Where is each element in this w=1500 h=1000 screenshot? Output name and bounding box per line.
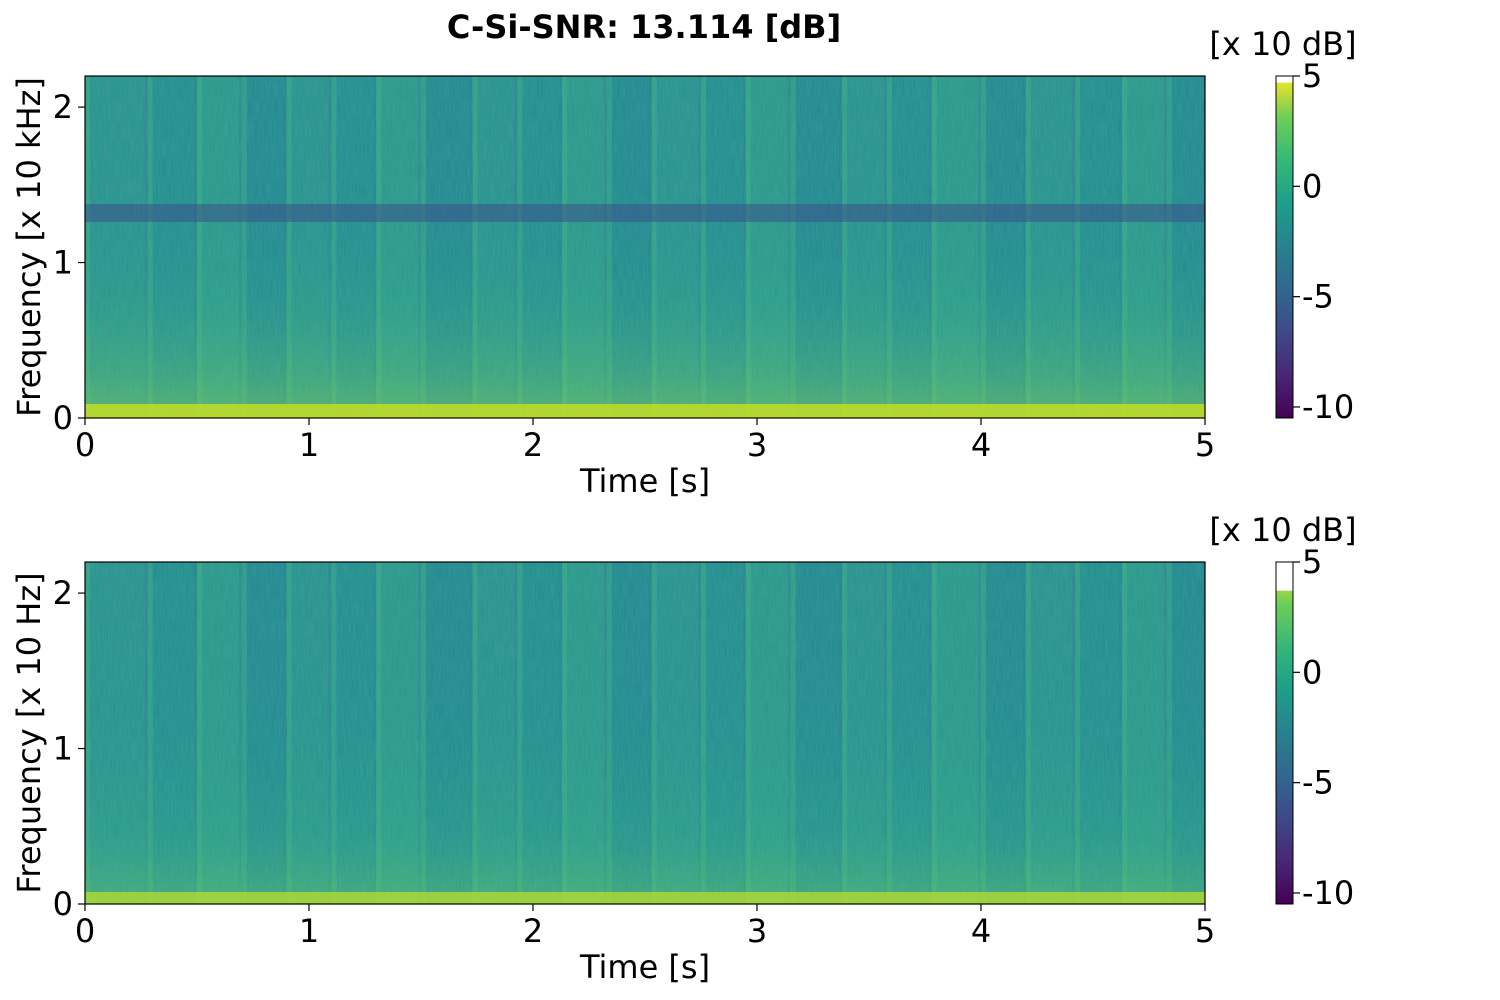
x-tick-label: 4 [971, 912, 991, 950]
bottom-axes-frame [84, 561, 1206, 905]
x-tick-label: 3 [747, 426, 767, 464]
y-tick-label: 0 [53, 885, 73, 923]
colorbar-tick-label: 0 [1302, 167, 1322, 205]
colorbar-tick-label: -10 [1302, 388, 1354, 426]
colorbar-tick-label: -5 [1302, 278, 1334, 316]
low-frequency-band [85, 404, 1205, 418]
y-tick-label: 2 [53, 574, 73, 612]
bottom-heatmap [85, 562, 1205, 904]
bottom-colorbar-label: [x 10 dB] [1209, 511, 1356, 549]
y-tick-label: 1 [53, 730, 73, 768]
top-spectrogram-panel: 0 1 2 3 4 5 0 1 2 Time [s] Frequency [x 10 kHz]… [10, 25, 1357, 500]
colorbar-tick-label: -10 [1302, 874, 1354, 912]
low-frequency-band [85, 892, 1205, 904]
top-x-ticks: 0 1 2 3 4 5 [75, 418, 1215, 464]
x-tick-label: 2 [523, 912, 543, 950]
chart-title: C-Si-SNR: 13.114 [dB] [446, 8, 842, 46]
top-axes-frame [84, 75, 1206, 419]
x-tick-label: 3 [747, 912, 767, 950]
x-tick-label: 0 [75, 912, 95, 950]
bottom-y-ticks: 0 1 2 [53, 574, 85, 923]
y-tick-label: 2 [53, 88, 73, 126]
x-tick-label: 2 [523, 426, 543, 464]
top-y-axis-label: Frequency [x 10 kHz] [10, 77, 48, 417]
x-tick-label: 0 [75, 426, 95, 464]
colorbar-tick-label: 5 [1302, 543, 1322, 581]
x-tick-label: 1 [299, 426, 319, 464]
top-y-ticks: 0 1 2 [53, 88, 85, 437]
x-tick-label: 4 [971, 426, 991, 464]
top-colorbar: 5 0 -5 -10 [x 10 dB] [1209, 25, 1356, 426]
bottom-y-axis-label: Frequency [x 10 Hz] [10, 572, 48, 893]
top-heatmap [85, 76, 1205, 418]
x-tick-label: 5 [1195, 426, 1215, 464]
y-tick-label: 0 [53, 399, 73, 437]
bottom-x-axis-label: Time [s] [579, 948, 710, 986]
colorbar-tick-label: 5 [1302, 57, 1322, 95]
dark-band [85, 204, 1205, 222]
top-colorbar-label: [x 10 dB] [1209, 25, 1356, 63]
bottom-x-ticks: 0 1 2 3 4 5 [75, 904, 1215, 950]
y-tick-label: 1 [53, 244, 73, 282]
top-x-axis-label: Time [s] [579, 462, 710, 500]
x-tick-label: 5 [1195, 912, 1215, 950]
colorbar-tick-label: -5 [1302, 764, 1334, 802]
colorbar-tick-label: 0 [1302, 653, 1322, 691]
bottom-colorbar: 5 0 -5 -10 [x 10 dB] [1209, 511, 1356, 912]
x-tick-label: 1 [299, 912, 319, 950]
